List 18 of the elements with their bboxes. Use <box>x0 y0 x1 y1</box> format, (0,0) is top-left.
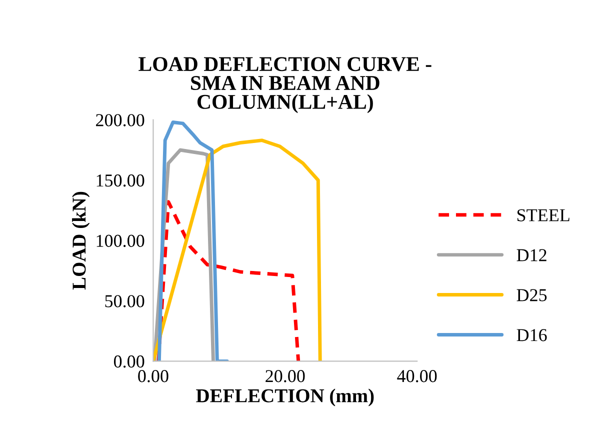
y-tick-label: 0.00 <box>114 355 144 368</box>
y-axis-title: LOAD (kN) <box>72 192 90 290</box>
legend-label: D25 <box>516 289 547 302</box>
legend-label: D12 <box>516 249 546 262</box>
legend-label: STEEL <box>517 209 570 222</box>
line-series <box>156 200 300 362</box>
y-tick-label: 150.00 <box>96 174 144 187</box>
chart-title: LOAD DEFLECTION CURVE - SMA IN BEAM AND COLUMN(LL+AL) <box>138 57 432 114</box>
y-tick-label: 200.00 <box>96 114 144 126</box>
legend-label: D16 <box>516 329 547 342</box>
line-series <box>153 138 322 362</box>
line-series <box>157 120 229 362</box>
x-tick-label: 20.00 <box>266 370 305 382</box>
x-axis-title: DEFLECTION (mm) <box>196 388 374 406</box>
x-tick-label: 40.00 <box>397 370 437 382</box>
y-tick-label: 50.00 <box>105 295 144 308</box>
y-tick-label: 100.00 <box>96 234 144 248</box>
x-tick-label: 0.00 <box>138 370 168 382</box>
